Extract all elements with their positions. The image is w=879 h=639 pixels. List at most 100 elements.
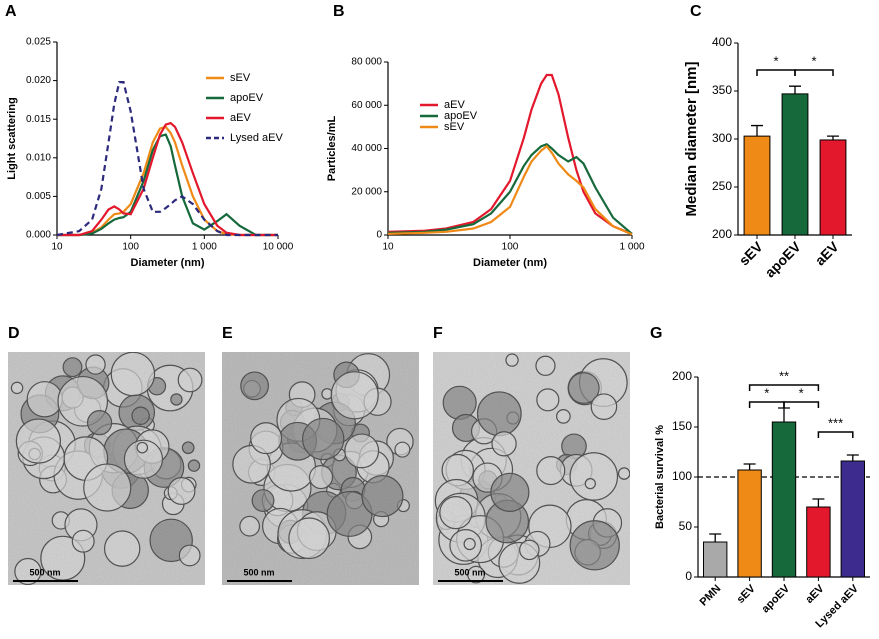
bar [781, 93, 809, 236]
vesicle [110, 351, 156, 397]
vesicle [467, 565, 485, 584]
legend-label: sEV [444, 121, 465, 133]
legend-label: sEV [230, 72, 251, 84]
vesicle [240, 371, 269, 401]
error-bar [846, 454, 859, 461]
error-bar [778, 407, 790, 422]
legend-label: apoEV [444, 110, 478, 122]
y-tick-label: 20 000 [351, 186, 382, 197]
vesicle [85, 354, 106, 375]
vesicle [10, 381, 24, 395]
significance-label: * [764, 385, 769, 400]
significance-bracket [756, 69, 796, 76]
vesicle [535, 355, 556, 376]
vesicle [123, 439, 164, 479]
vesicle [536, 456, 566, 486]
vesicle [136, 441, 149, 454]
vesicle [476, 391, 522, 437]
y-tick-label: 400 [712, 35, 732, 49]
vesicle [62, 357, 83, 378]
error-bar [751, 124, 763, 137]
x-tick-label: sEV [735, 582, 759, 606]
y-tick-label: 200 [672, 369, 692, 383]
series-line [56, 81, 278, 237]
y-tick-label: 350 [712, 83, 732, 97]
y-axis-label: Median diameter [nm] [683, 61, 700, 216]
y-axis-label: Bacterial survival % [654, 425, 666, 529]
y-axis-label: Particles/mL [326, 116, 338, 182]
x-tick-label: aEV [812, 238, 842, 268]
x-tick-label: 10 [51, 242, 63, 253]
legend-label: Lysed aEV [230, 132, 283, 144]
panel-label: C [690, 3, 702, 20]
vesicle [584, 477, 596, 490]
vesicle [617, 467, 631, 480]
panel-label: E [222, 325, 233, 342]
x-tick-label: 1 000 [619, 242, 644, 253]
bar [703, 541, 728, 578]
series-line [57, 121, 278, 237]
y-tick-label: 150 [672, 419, 692, 433]
x-tick-label: aEV [803, 582, 827, 606]
vesicle [288, 517, 331, 560]
vesicle [15, 418, 61, 464]
y-tick-label: 300 [712, 131, 732, 145]
micrograph [222, 352, 419, 585]
error-bar [827, 135, 839, 140]
micrograph [433, 352, 631, 585]
vesicle [86, 410, 113, 436]
vesicle [361, 475, 404, 518]
panel-label: F [433, 325, 443, 342]
vesicle [170, 393, 183, 406]
vesicle [569, 452, 619, 501]
vesicle [308, 465, 334, 490]
vesicle [14, 557, 42, 586]
x-tick-label: 1 000 [192, 242, 217, 253]
series-line [387, 144, 633, 236]
y-tick-label: 200 [712, 227, 732, 241]
y-axis-label: Light scattering [6, 97, 18, 180]
vesicle [251, 489, 275, 512]
y-tick-label: 100 [672, 469, 692, 483]
error-bar [743, 463, 756, 470]
significance-label: * [811, 53, 816, 68]
x-tick-label: 100 [502, 242, 519, 253]
x-tick-label: PMN [698, 583, 724, 609]
panel-label: D [8, 325, 20, 342]
legend-label: aEV [230, 112, 251, 124]
y-tick-label: 0.000 [26, 230, 51, 241]
bar [743, 135, 771, 236]
x-tick-label: 10 000 [263, 242, 294, 253]
vesicle [505, 353, 519, 367]
significance-label: * [773, 53, 778, 68]
x-axis-label: Diameter (nm) [131, 257, 205, 269]
vesicle [167, 477, 196, 505]
bar [806, 506, 831, 578]
y-tick-label: 80 000 [351, 57, 382, 68]
vesicle [250, 422, 283, 455]
scale-bar-label: 500 nm [454, 567, 485, 577]
series-line [387, 73, 633, 235]
vesicle [239, 515, 261, 537]
vesicle [178, 544, 201, 567]
y-tick-label: 50 [679, 519, 693, 533]
vesicle [71, 529, 95, 553]
scale-bar-label: 500 nm [29, 567, 60, 577]
significance-label: * [799, 385, 804, 400]
scale-bar-label: 500 nm [243, 567, 274, 577]
legend-label: apoEV [230, 92, 264, 104]
bar [819, 139, 847, 236]
series-line [387, 142, 633, 235]
y-tick-label: 0 [685, 569, 692, 583]
x-tick-label: apoEV [762, 238, 805, 281]
significance-bracket [783, 401, 820, 408]
significance-bracket [748, 384, 820, 391]
x-tick-label: 10 [382, 242, 394, 253]
vesicle [439, 495, 473, 530]
vesicle [442, 385, 477, 420]
vesicle [519, 539, 540, 561]
y-tick-label: 0.025 [26, 37, 51, 48]
vesicle [569, 520, 620, 571]
vesicle [181, 441, 195, 455]
